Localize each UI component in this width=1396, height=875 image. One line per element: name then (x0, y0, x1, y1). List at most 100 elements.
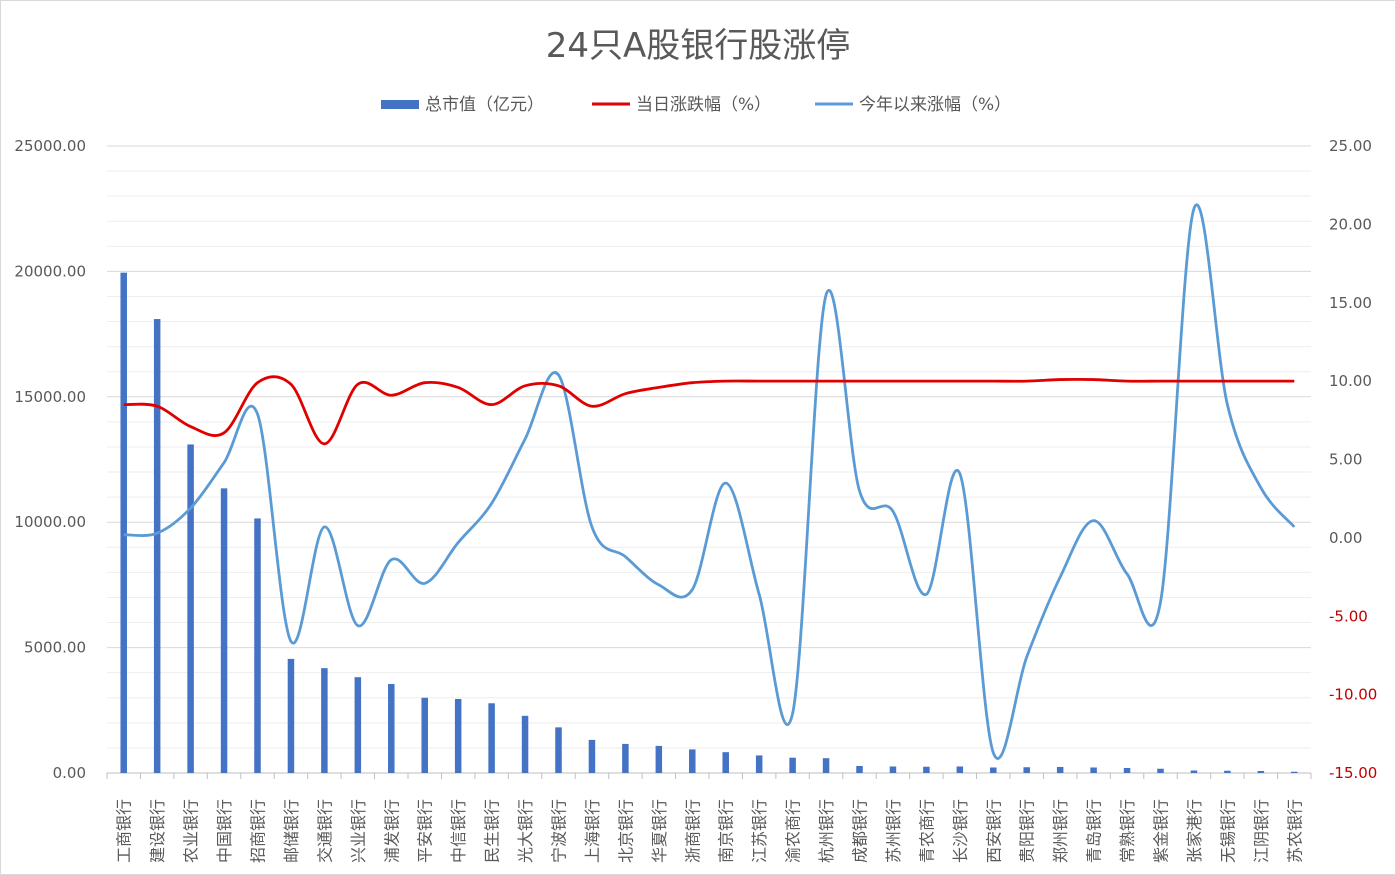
right-tick-label: 5.00 (1329, 451, 1362, 469)
bar (588, 739, 596, 773)
bar (990, 767, 997, 773)
bar (1190, 770, 1198, 773)
category-label: 贵阳银行 (1018, 799, 1037, 863)
bar (689, 749, 696, 773)
category-label: 邮储银行 (282, 799, 301, 863)
grid (106, 145, 1312, 779)
legend-label: 当日涨跌幅（%） (636, 95, 771, 115)
category-label: 招商银行 (249, 799, 268, 863)
bar (220, 488, 228, 773)
ytd-change-line (123, 203, 1296, 760)
category-label: 兴业银行 (349, 799, 368, 863)
left-tick-label: 20000.00 (14, 262, 86, 280)
right-tick-label: -10.00 (1329, 686, 1377, 704)
category-label: 西安银行 (984, 799, 1003, 863)
right-tick-label: 15.00 (1329, 294, 1372, 312)
line-series (123, 203, 1296, 760)
category-label: 江苏银行 (750, 799, 769, 863)
left-axis: 0.00 5000.00 10000.00 15000.00 20000.00 25000… (14, 137, 86, 782)
bar (454, 699, 462, 773)
category-label: 常熟银行 (1118, 799, 1137, 863)
category-label: 青岛银行 (1085, 799, 1104, 863)
bar-series (120, 272, 1298, 773)
right-tick-label: -15.00 (1329, 764, 1377, 782)
bar (321, 668, 328, 773)
bar (655, 745, 663, 773)
bar (120, 272, 127, 773)
right-tick-label: -5.00 (1329, 607, 1368, 625)
bar (287, 658, 295, 773)
bar (889, 766, 897, 773)
category-label: 浦发银行 (382, 799, 401, 863)
bar (622, 743, 629, 773)
category-label: 江阴银行 (1252, 799, 1271, 863)
category-label: 青农商行 (917, 799, 936, 863)
left-tick-label: 10000.00 (14, 513, 86, 531)
bar (722, 752, 729, 773)
category-label: 渝农商行 (784, 799, 803, 863)
bar (755, 755, 763, 773)
bar (1090, 767, 1097, 773)
bar (1023, 767, 1030, 773)
category-label: 平安银行 (416, 799, 435, 863)
category-label: 交通银行 (315, 799, 334, 863)
chart-title: 24只A股银行股涨停 (546, 26, 851, 66)
bar (488, 703, 495, 773)
category-label: 工商银行 (115, 799, 134, 863)
bar (1157, 768, 1164, 773)
bar (923, 766, 930, 773)
category-label: 杭州银行 (817, 799, 836, 863)
left-tick-label: 15000.00 (14, 388, 86, 406)
category-label: 苏农银行 (1285, 799, 1304, 863)
bar (789, 757, 796, 773)
right-tick-label: 10.00 (1329, 372, 1372, 390)
left-tick-label: 5000.00 (24, 639, 86, 657)
bar (1056, 766, 1064, 773)
bar (421, 697, 428, 773)
category-label: 郑州银行 (1051, 799, 1070, 863)
bar (555, 727, 562, 773)
daily-change-line (123, 375, 1295, 446)
category-label: 张家港行 (1185, 799, 1204, 863)
bar (956, 766, 964, 773)
category-label: 无锡银行 (1218, 799, 1237, 863)
bar (1291, 771, 1298, 773)
category-label: 中信银行 (449, 799, 468, 863)
category-label: 光大银行 (516, 799, 535, 863)
left-tick-label: 25000.00 (14, 137, 86, 155)
legend-label: 总市值（亿元） (425, 95, 544, 115)
category-label: 上海银行 (583, 799, 602, 863)
legend: 总市值（亿元） 当日涨跌幅（%） 今年以来涨幅（%） (381, 95, 1011, 115)
category-label: 北京银行 (616, 799, 635, 863)
legend-label: 今年以来涨幅（%） (859, 95, 1011, 115)
category-label: 苏州银行 (884, 799, 903, 863)
category-label: 紫金银行 (1152, 799, 1171, 863)
right-tick-label: 0.00 (1329, 529, 1362, 547)
bar (254, 518, 261, 773)
bar (153, 319, 161, 773)
category-label: 农业银行 (182, 799, 201, 863)
bar (388, 683, 395, 773)
right-tick-label: 25.00 (1329, 137, 1372, 155)
bar (354, 677, 362, 773)
left-tick-label: 0.00 (53, 764, 86, 782)
category-label: 建设银行 (148, 799, 167, 863)
category-label: 长沙银行 (951, 799, 970, 863)
right-tick-label: 20.00 (1329, 215, 1372, 233)
category-label: 成都银行 (851, 799, 870, 863)
bar (1224, 770, 1231, 773)
bar (856, 765, 863, 773)
bar (1123, 767, 1131, 773)
category-label: 中国银行 (215, 799, 234, 863)
right-axis: -15.00 -10.00 -5.00 0.00 5.00 10.00 15.00 20.00… (1329, 137, 1377, 782)
bar (187, 444, 194, 773)
bar (521, 715, 529, 773)
category-labels: 工商银行 建设银行 农业银行 中国银行 招商银行 邮储银行 交通银行 兴业银行 浦发银行 平安银行… (115, 799, 1305, 863)
bar (822, 758, 830, 773)
bar (1257, 770, 1265, 773)
category-label: 民生银行 (483, 799, 502, 863)
category-label: 南京银行 (717, 799, 736, 863)
category-label: 华夏银行 (650, 799, 669, 863)
